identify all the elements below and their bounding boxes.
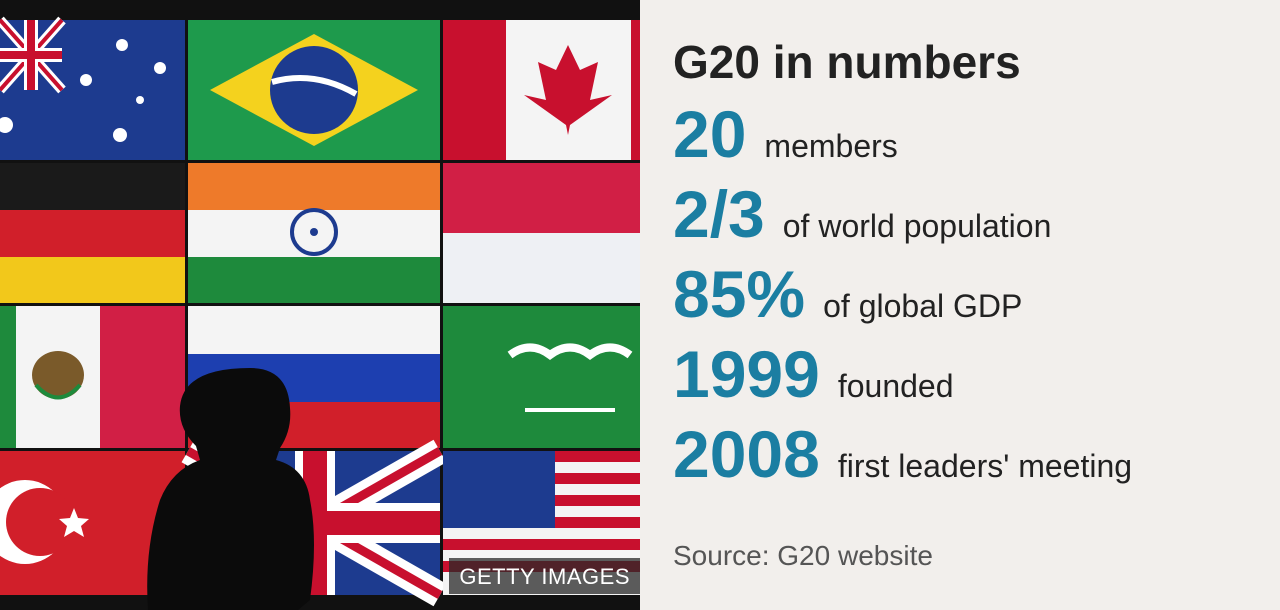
stat-row: 2/3 of world population: [673, 174, 1263, 254]
stat-label: members: [764, 128, 898, 164]
stat-row: 2008 first leaders' meeting: [673, 414, 1263, 494]
flag-india: [188, 163, 440, 303]
stat-number: 85%: [673, 257, 806, 331]
stat-row: 20 members: [673, 94, 1263, 174]
flag-mexico: [0, 306, 185, 448]
stat-number: 20: [673, 97, 747, 171]
image-credit: GETTY IMAGES: [449, 558, 640, 594]
stat-label: of global GDP: [823, 288, 1023, 324]
stat-number: 1999: [673, 337, 820, 411]
silhouette: [147, 368, 314, 610]
stats-list: 20 members 2/3 of world population 85% of glo…: [673, 94, 1263, 494]
stat-number: 2/3: [673, 177, 765, 251]
panel-title: G20 in numbers: [673, 36, 1021, 88]
flag-indonesia: [443, 163, 640, 303]
stat-label: first leaders' meeting: [837, 448, 1133, 484]
source-note: Source: G20 website: [673, 540, 933, 571]
stat-number: 2008: [673, 417, 820, 491]
stats-panel: G20 in numbers 20 members 2/3 of world popu…: [673, 30, 1263, 494]
flag-australia: [0, 16, 185, 160]
flag-brazil: [188, 20, 440, 160]
stat-label: of world population: [782, 208, 1052, 244]
stat-row: 1999 founded: [673, 334, 1263, 414]
stat-row: 85% of global GDP: [673, 254, 1263, 334]
flag-germany: [0, 163, 185, 303]
flag-saudi: [443, 306, 640, 448]
stat-label: founded: [837, 368, 954, 404]
flags-photo: [0, 0, 640, 610]
flag-canada: [443, 20, 640, 160]
